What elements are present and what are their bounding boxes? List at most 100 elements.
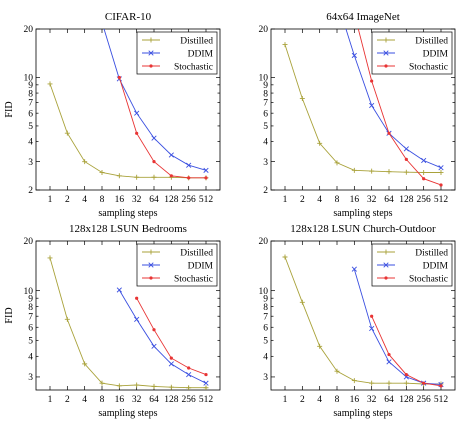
x-tick-label: 64: [149, 195, 159, 205]
data-point-marker: [282, 254, 288, 260]
series-group: [282, 254, 444, 388]
x-axis-label: sampling steps: [98, 208, 157, 219]
data-point-marker: [387, 352, 391, 357]
x-tick-label: 4: [317, 195, 322, 205]
data-point-marker: [151, 135, 157, 141]
data-point-marker: [369, 102, 375, 109]
data-point-marker: [168, 152, 174, 158]
data-point-marker: [383, 50, 389, 56]
data-point-marker: [334, 160, 340, 166]
x-tick-label: 32: [367, 395, 377, 405]
x-tick-label: 32: [132, 395, 142, 405]
legend-label: Stochastic: [174, 62, 213, 72]
x-tick-label: 128: [399, 195, 414, 205]
y-tick-label: 5: [263, 337, 268, 347]
y-tick-label: 8: [28, 303, 33, 313]
data-point-marker: [99, 169, 105, 175]
x-tick-label: 4: [82, 395, 87, 405]
data-point-marker: [116, 173, 122, 179]
y-tick-label: 7: [263, 99, 268, 109]
y-tick-label: 20: [24, 25, 34, 35]
series-line-ddim: [353, 269, 442, 385]
data-point-marker: [351, 167, 357, 173]
x-tick-label: 256: [417, 195, 432, 205]
y-tick-label: 6: [28, 323, 33, 333]
data-point-marker: [117, 75, 121, 80]
series-group: [47, 29, 209, 181]
y-tick-label: 7: [28, 312, 33, 322]
data-point-marker: [317, 140, 323, 146]
data-point-marker: [186, 371, 192, 378]
x-tick-label: 1: [283, 395, 288, 405]
data-point-marker: [149, 276, 153, 280]
data-point-marker: [186, 385, 192, 390]
data-point-marker: [386, 380, 392, 386]
x-tick-label: 1: [48, 195, 53, 205]
data-point-marker: [351, 52, 357, 59]
data-point-marker: [134, 174, 140, 180]
y-axis-label: FID: [4, 101, 15, 117]
legend-label: DDIM: [423, 261, 449, 271]
legend-label: Distilled: [180, 248, 213, 258]
data-point-marker: [135, 131, 139, 135]
legend-label: DDIM: [188, 49, 214, 59]
y-tick-label: 8: [28, 89, 33, 99]
series-group: [47, 255, 209, 390]
x-tick-label: 32: [132, 195, 142, 205]
data-point-marker: [387, 131, 391, 135]
data-point-marker: [386, 169, 392, 175]
data-point-marker: [282, 42, 288, 48]
x-tick-label: 512: [434, 195, 449, 205]
y-tick-label: 10: [24, 74, 34, 84]
series-line-stochastic: [136, 297, 207, 376]
y-axis-label: FID: [4, 307, 15, 323]
y-tick-label: 9: [263, 294, 268, 304]
data-point-marker: [370, 314, 374, 318]
y-tick-label: 6: [28, 109, 33, 119]
series-line-stochastic: [118, 77, 206, 179]
x-tick-label: 2: [300, 395, 305, 405]
y-tick-label: 5: [28, 122, 33, 132]
data-point-marker: [299, 299, 305, 305]
data-point-marker: [369, 325, 375, 332]
plot-frame: [35, 28, 221, 191]
x-axis-label: sampling steps: [333, 208, 392, 219]
data-point-marker: [135, 296, 139, 300]
legend-label: Stochastic: [409, 274, 448, 284]
data-point-marker: [168, 361, 174, 367]
data-point-marker: [64, 316, 70, 322]
data-point-marker: [384, 276, 388, 280]
data-point-marker: [169, 174, 173, 178]
legend-label: Distilled: [415, 248, 448, 258]
y-tick-label: 4: [28, 138, 33, 148]
data-point-marker: [64, 130, 70, 136]
x-tick-label: 4: [82, 195, 87, 205]
x-tick-label: 256: [182, 395, 197, 405]
y-tick-label: 3: [28, 158, 33, 168]
data-point-marker: [403, 146, 409, 152]
legend-label: Distilled: [180, 36, 213, 46]
data-point-marker: [422, 381, 426, 385]
data-point-marker: [47, 255, 53, 261]
legend-label: DDIM: [188, 261, 214, 271]
x-tick-label: 8: [335, 395, 340, 405]
legend: Distilled DDIM Stochastic: [371, 243, 453, 287]
data-point-marker: [148, 262, 154, 268]
data-point-marker: [334, 368, 340, 374]
data-point-marker: [187, 366, 191, 370]
x-axis-label: sampling steps: [333, 408, 392, 419]
data-point-marker: [386, 359, 392, 365]
series-line-stochastic: [357, 29, 442, 186]
x-tick-label: 2: [65, 395, 70, 405]
y-tick-label: 10: [259, 74, 269, 84]
series-line-distilled: [284, 256, 441, 385]
x-tick-label: 8: [335, 195, 340, 205]
data-point-marker: [151, 174, 157, 180]
x-tick-label: 128: [399, 395, 414, 405]
chart-title: 64x64 ImageNet: [326, 11, 400, 23]
data-point-marker: [152, 328, 156, 332]
x-tick-label: 256: [417, 395, 432, 405]
data-point-marker: [203, 167, 209, 173]
y-tick-label: 7: [28, 99, 33, 109]
